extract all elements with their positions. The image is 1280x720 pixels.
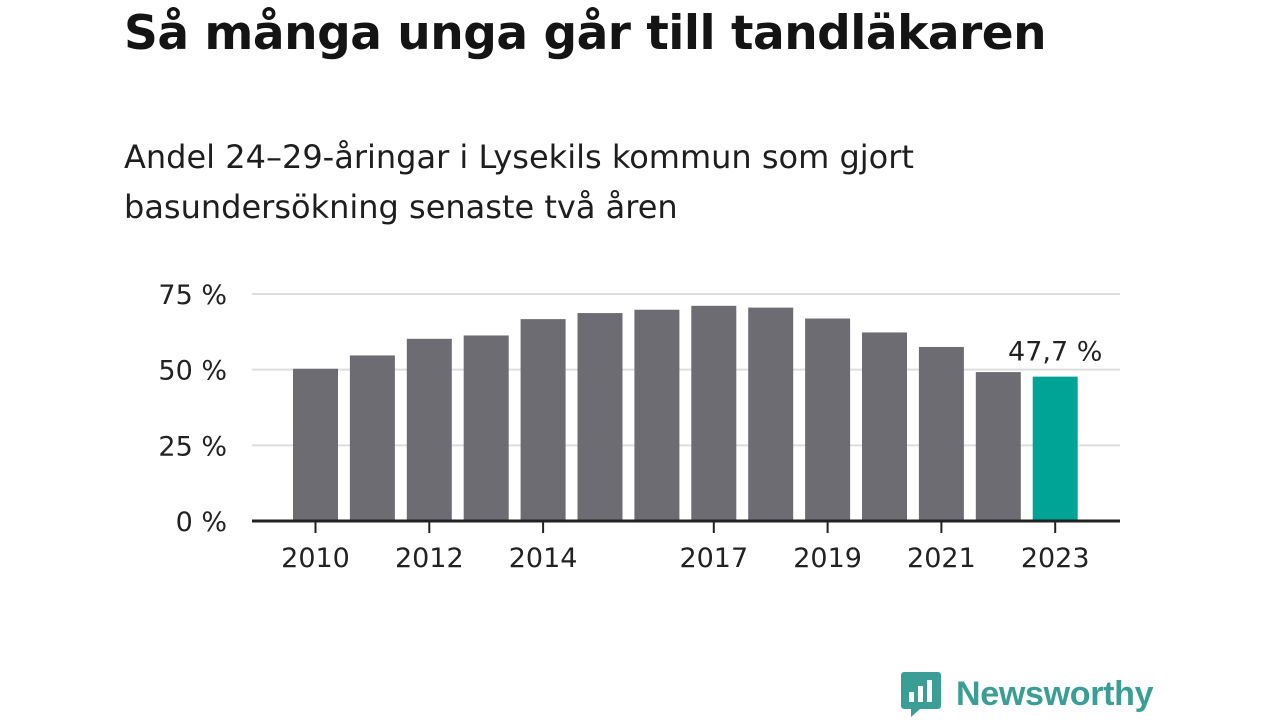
x-axis	[252, 519, 1120, 533]
chart-title: Så många unga går till tandläkaren	[124, 6, 1047, 61]
highlight-value-label: 47,7 %	[1008, 337, 1102, 368]
x-tick-label: 2019	[793, 543, 862, 574]
x-tick-label: 2021	[907, 543, 976, 574]
bar-2017	[691, 305, 737, 521]
logo-text: Newsworthy	[956, 674, 1154, 713]
bar-2010	[293, 368, 338, 521]
bar-2013	[463, 335, 509, 521]
bar-2015	[577, 313, 623, 521]
bar-2012	[406, 338, 452, 521]
y-tick-label: 0 %	[176, 507, 227, 538]
x-axis-ticks: 2010 2012 2014 2017 2019 2021 2023	[281, 543, 1089, 574]
y-tick-label: 50 %	[158, 356, 227, 387]
x-tick-label: 2023	[1021, 543, 1090, 574]
gridlines	[252, 293, 1120, 447]
x-tick-label: 2010	[281, 543, 350, 574]
chart-subtitle: Andel 24–29-åringar i Lysekils kommun so…	[124, 138, 914, 226]
x-tick-label: 2012	[395, 543, 464, 574]
newsworthy-logo: Newsworthy	[900, 670, 1154, 718]
x-tick-label: 2014	[509, 543, 578, 574]
y-tick-label: 25 %	[158, 431, 227, 462]
bar-2018	[748, 307, 794, 521]
bar-2020	[862, 332, 907, 521]
x-tick-label: 2017	[679, 543, 748, 574]
bar-2021	[918, 346, 964, 521]
y-tick-label: 75 %	[158, 280, 227, 311]
bar-2022	[975, 372, 1021, 521]
data-labels: 47,7 %	[1008, 337, 1102, 368]
bars	[293, 305, 1078, 521]
bar-2016	[634, 309, 680, 521]
bar-2011	[349, 355, 395, 521]
bar-2023	[1032, 376, 1078, 521]
newsworthy-logo-icon	[901, 672, 941, 717]
bar-2019	[805, 318, 851, 521]
y-axis-ticks: 0 % 25 % 50 % 75 %	[158, 280, 227, 538]
bar-2014	[520, 319, 566, 521]
